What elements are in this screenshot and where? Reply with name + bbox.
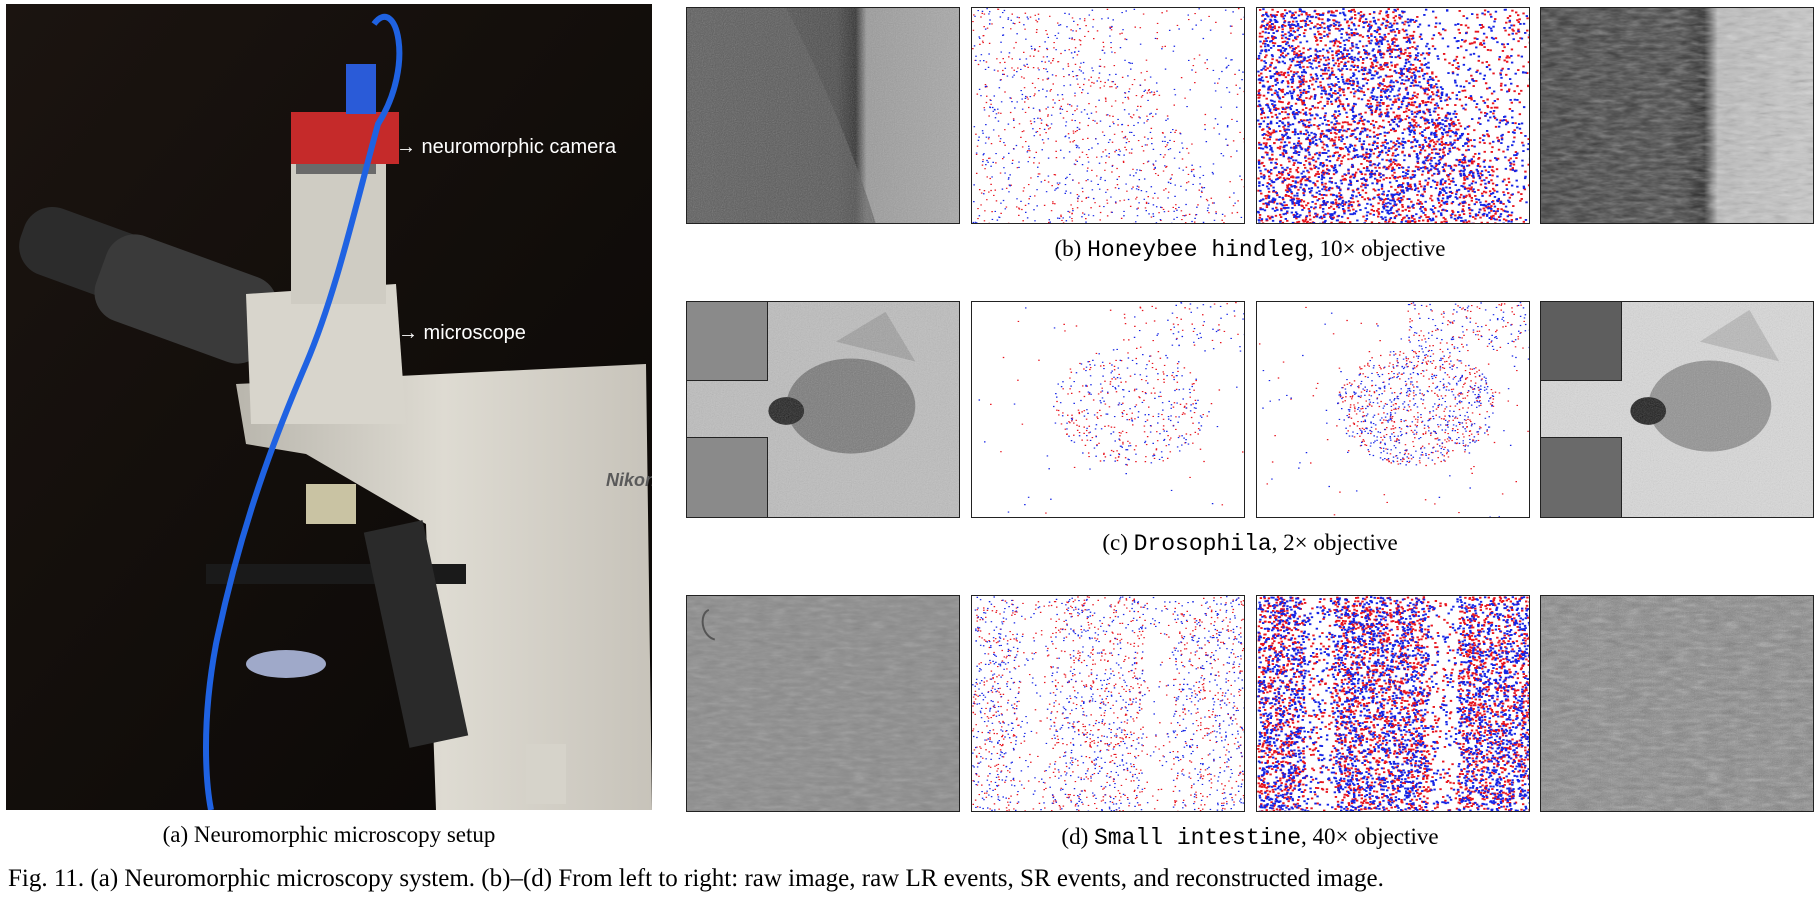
row-b-sr-events xyxy=(1256,7,1530,224)
row-d-caption: (d) Small intestine, 40× objective xyxy=(1061,824,1439,851)
row-c-raw-inset-bottom xyxy=(687,437,768,517)
row-c-reconstructed-image xyxy=(1540,301,1814,518)
figure-caption: Fig. 11. (a) Neuromorphic microscopy sys… xyxy=(8,865,1384,892)
row-d-lr-events xyxy=(971,595,1245,812)
eyepiece-illustration xyxy=(19,206,278,364)
row-b-caption: (b) Honeybee hindleg, 10× objective xyxy=(1054,236,1446,263)
microscope-label: → microscope xyxy=(398,322,526,344)
camera-label: → neuromorphic camera xyxy=(396,136,617,158)
row-d-raw-image xyxy=(686,595,960,812)
row-c-recon-inset-bottom xyxy=(1541,437,1622,517)
row-b-raw-image xyxy=(686,7,960,224)
row-c-lr-events xyxy=(971,301,1245,518)
row-c-caption: (c) Drosophila, 2× objective xyxy=(1102,530,1398,557)
row-c-recon-inset-top xyxy=(1541,302,1622,381)
row-c-raw-image xyxy=(686,301,960,518)
row-b-reconstructed-image xyxy=(1540,7,1814,224)
row-c-specimen: Drosophila xyxy=(1133,531,1272,557)
row-d-sr-events xyxy=(1256,595,1530,812)
brand-text: Nikon xyxy=(606,470,652,490)
setup-caption: (a) Neuromorphic microscopy setup xyxy=(162,822,496,847)
row-c-sr-events xyxy=(1256,301,1530,518)
setup-photo: → neuromorphic camera → microscope Nikon xyxy=(6,4,652,810)
row-c-raw-inset-top xyxy=(687,302,768,381)
row-b-specimen: Honeybee hindleg xyxy=(1087,237,1308,263)
row-d-specimen: Small intestine xyxy=(1094,825,1302,851)
row-d-reconstructed-image xyxy=(1540,595,1814,812)
row-b-lr-events xyxy=(971,7,1245,224)
